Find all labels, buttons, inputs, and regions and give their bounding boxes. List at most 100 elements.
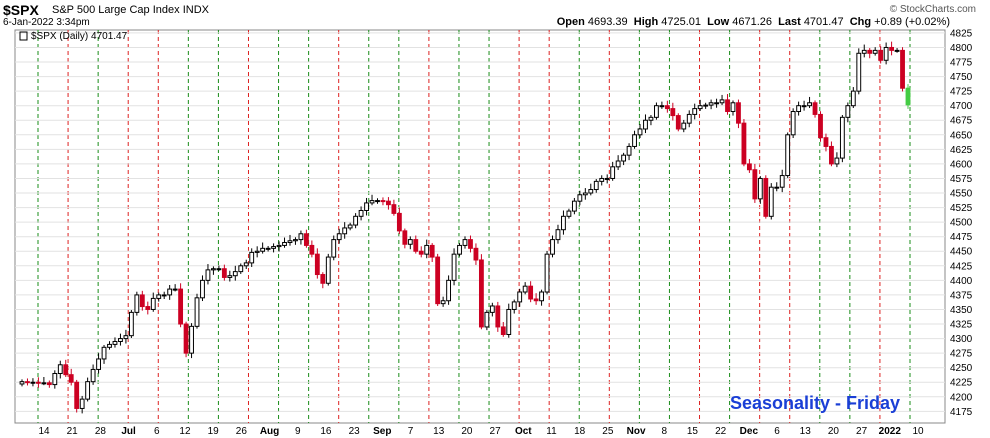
candle-body (692, 108, 698, 115)
horizontal-grid (15, 32, 945, 412)
candle-body (664, 105, 670, 110)
candle-body (878, 49, 884, 61)
candle-body (320, 274, 326, 284)
y-tick-label: 4200 (950, 392, 973, 403)
y-tick-label: 4750 (950, 72, 973, 83)
candle-body (358, 209, 364, 217)
x-tick-label: 9 (295, 426, 301, 437)
candle-body (254, 250, 260, 253)
candle-body (189, 325, 194, 354)
candle-body (522, 285, 528, 293)
candle-body (588, 189, 594, 194)
candle-body (336, 233, 342, 241)
candle-body (768, 186, 774, 217)
quote-bar: Open 4693.39 High 4725.01 Low 4671.26 La… (557, 16, 950, 28)
candle-body (500, 326, 506, 336)
candle-body (243, 262, 249, 267)
candle-body (872, 49, 878, 54)
candle-body (19, 381, 25, 385)
open-value: 4693.39 (587, 16, 628, 28)
candle-body (276, 244, 282, 248)
x-tick-label: 27 (856, 426, 868, 437)
candle-body (396, 212, 402, 232)
candle-body (35, 381, 41, 384)
last-value: 4701.47 (803, 16, 844, 28)
y-tick-label: 4175 (950, 407, 973, 418)
candle-body (79, 398, 85, 409)
candle-body (293, 239, 298, 242)
candle-body (478, 259, 484, 328)
y-tick-label: 4500 (950, 218, 973, 229)
candle-body (550, 239, 555, 255)
candle-body (785, 134, 791, 177)
candle-body (517, 291, 523, 303)
candle-body (407, 239, 413, 245)
candle-body (670, 108, 676, 117)
candle-body (506, 308, 512, 336)
candle-body (353, 215, 359, 226)
y-tick-label: 4550 (950, 189, 973, 200)
candle-body (796, 105, 802, 113)
x-tick-label: Aug (260, 426, 279, 437)
candle-body (900, 49, 905, 89)
candle-body (402, 230, 408, 245)
x-tick-label: 7 (408, 426, 414, 437)
candle-body (145, 306, 151, 310)
x-tick-label: 23 (349, 426, 361, 437)
candle-body (167, 288, 173, 296)
seasonality-lines (37, 30, 911, 423)
candle-body (386, 200, 391, 206)
y-tick-label: 4350 (950, 305, 973, 316)
candle-body (812, 102, 818, 115)
y-tick-label: 4800 (950, 43, 973, 54)
candle-body (265, 247, 271, 250)
y-tick-label: 4725 (950, 87, 973, 98)
candle-body (708, 102, 714, 106)
candle-body (823, 137, 829, 147)
candle-body (424, 244, 430, 255)
x-tick-label: 2022 (879, 426, 902, 437)
high-value: 4725.01 (661, 16, 702, 28)
candle-body (839, 116, 845, 159)
candle-body (139, 294, 145, 308)
x-tick-label: 28 (95, 426, 107, 437)
candle-body (216, 268, 222, 271)
x-tick-label: 20 (828, 426, 840, 437)
candle-body (429, 244, 435, 258)
candle-body (347, 224, 353, 229)
x-tick-label: 19 (208, 426, 220, 437)
candle-body (703, 104, 709, 107)
candle-body (757, 177, 763, 200)
candle-body (648, 116, 654, 121)
security-description: S&P 500 Large Cap Index INDX (52, 4, 209, 16)
candle-body (41, 382, 47, 385)
candle-body (566, 210, 572, 217)
candle-body (68, 374, 74, 383)
candle-body (63, 364, 69, 376)
candle-body (391, 204, 397, 214)
x-tick-label: Sep (373, 426, 391, 437)
candle-body (774, 186, 780, 189)
candle-body (746, 163, 752, 171)
candle-body (894, 49, 900, 52)
candle-body (134, 294, 140, 313)
last-label: Last (778, 16, 801, 28)
candle-body (314, 253, 320, 276)
candle-body (752, 169, 758, 200)
x-tick-label: 12 (179, 426, 191, 437)
candle-body (539, 291, 544, 302)
low-label: Low (707, 16, 730, 28)
candle-body (659, 105, 665, 108)
candle-body (736, 102, 741, 124)
x-tick-label: 26 (236, 426, 248, 437)
high-label: High (633, 16, 659, 28)
x-tick-label: Jul (121, 426, 136, 437)
y-tick-label: 4650 (950, 130, 973, 141)
candle-body (593, 180, 599, 191)
x-tick-label: 13 (800, 426, 812, 437)
y-tick-label: 4775 (950, 58, 973, 69)
seasonality-watermark: Seasonality - Friday (730, 393, 900, 413)
candle-body (544, 253, 550, 293)
candle-body (779, 175, 785, 188)
candle-body (194, 297, 200, 327)
